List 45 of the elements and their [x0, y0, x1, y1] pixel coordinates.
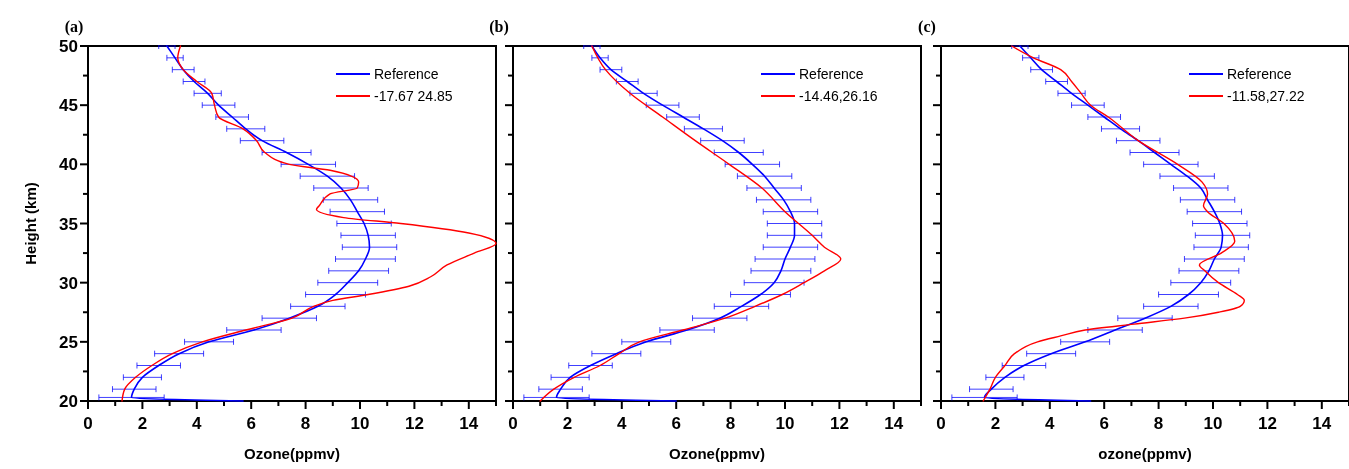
x-tick-label: 12	[404, 414, 424, 433]
x-axis-title: Ozone(ppmv)	[669, 445, 765, 462]
x-tick-label: 8	[1153, 414, 1164, 433]
x-tick-label: 4	[1045, 414, 1056, 433]
x-tick-label: 10	[350, 414, 370, 433]
y-tick-label: 40	[59, 155, 78, 175]
x-tick-label: 14	[1312, 414, 1332, 433]
y-tick-label: 20	[59, 392, 78, 411]
x-tick-label: 4	[617, 414, 628, 433]
chart-title: (a)	[64, 18, 84, 36]
x-tick-label: 12	[1257, 414, 1277, 433]
y-axis-title: Height (km)	[22, 182, 39, 265]
y-tick-label: 30	[59, 273, 78, 293]
x-tick-label: 12	[829, 414, 849, 433]
x-tick-label: 4	[192, 414, 203, 433]
x-tick-label: 14	[884, 414, 904, 433]
x-tick-label: 6	[671, 414, 681, 433]
x-tick-label: 10	[1203, 414, 1223, 433]
x-tick-label: 8	[725, 414, 736, 433]
chart-title: (b)	[489, 18, 509, 36]
y-tick-label: 35	[59, 214, 78, 234]
x-tick-label: 0	[936, 414, 946, 433]
x-tick-label: 2	[137, 414, 148, 433]
y-tick-label: 25	[59, 332, 78, 352]
legend-label: Reference	[1227, 66, 1292, 82]
x-tick-label: 6	[1099, 414, 1109, 433]
x-axis-title: Ozone(ppmv)	[244, 445, 340, 462]
x-tick-label: 8	[300, 414, 311, 433]
legend-label: Reference	[374, 66, 439, 82]
line-series	[121, 45, 497, 402]
x-tick-label: 2	[562, 414, 573, 433]
x-tick-label: 10	[775, 414, 795, 433]
x-tick-label: 2	[990, 414, 1001, 433]
x-tick-label: 6	[246, 414, 256, 433]
x-tick-label: 0	[83, 414, 93, 433]
x-tick-label: 14	[459, 414, 479, 433]
legend-label: Reference	[799, 66, 864, 82]
x-axis-title: ozone(ppmv)	[1098, 445, 1192, 462]
legend-label: -14.46,26.16	[799, 88, 878, 104]
y-tick-label: 45	[59, 96, 78, 116]
chart-title: (c)	[918, 18, 936, 36]
y-tick-label: 50	[59, 37, 78, 56]
x-tick-label: 0	[508, 414, 518, 433]
legend-label: -17.67 24.85	[374, 88, 453, 104]
legend-label: -11.58,27.22	[1227, 88, 1305, 104]
